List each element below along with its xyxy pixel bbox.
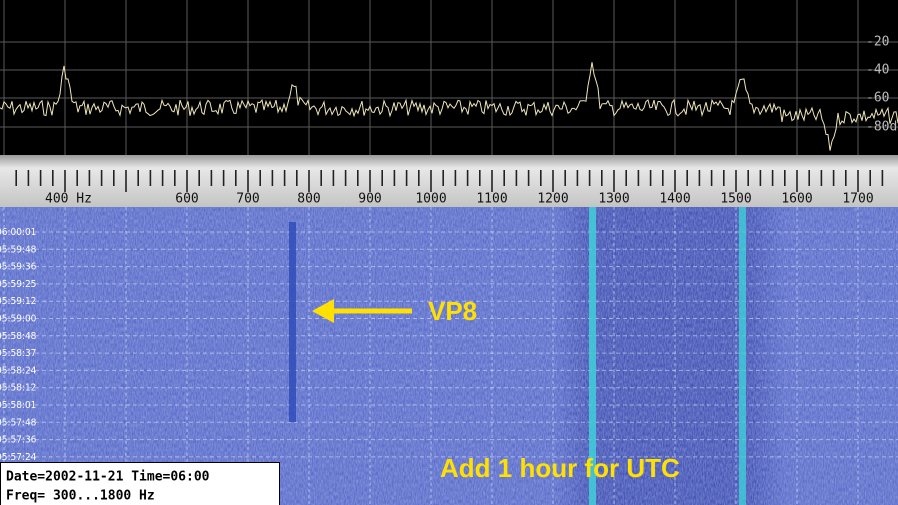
time-label: 05:59:36: [0, 262, 37, 273]
signal-trace-vp8: [289, 222, 296, 422]
time-label: 05:58:24: [0, 365, 37, 376]
arrow-head: [312, 299, 334, 323]
scale-label: 700: [236, 192, 259, 207]
signal-trace: [589, 207, 596, 505]
waterfall-noise: [0, 207, 898, 505]
spectrum-trace: [0, 62, 898, 151]
signal-trace: [739, 207, 746, 505]
scale-label: 800: [297, 192, 320, 207]
annotation-label: VP8: [428, 296, 477, 326]
scale-label: 1000: [415, 192, 446, 207]
time-label: 05:57:48: [0, 417, 37, 428]
scale-label: 900: [358, 192, 381, 207]
time-label: 05:58:12: [0, 383, 36, 394]
time-label: 05:57:24: [0, 452, 37, 463]
annotation-note: Add 1 hour for UTC: [440, 453, 680, 483]
time-label: 05:57:36: [0, 435, 37, 446]
time-label: 05:59:48: [0, 244, 37, 255]
spectrum-panel: [0, 0, 898, 155]
time-label: 05:59:12: [0, 296, 36, 307]
db-label: -60: [866, 91, 889, 106]
scale-label: 1100: [476, 192, 507, 207]
time-label: 05:58:48: [0, 331, 37, 342]
time-label: 05:58:01: [0, 400, 36, 411]
time-label: 05:59:25: [0, 279, 36, 290]
scale-label: 1300: [598, 192, 629, 207]
frequency-scale: [0, 155, 898, 207]
time-label: 05:58:37: [0, 348, 36, 359]
db-label: -40: [866, 63, 889, 78]
scale-label: 1500: [720, 192, 751, 207]
scale-label: 1200: [537, 192, 568, 207]
scale-label: 1700: [842, 192, 873, 207]
scale-label: 400 Hz: [45, 192, 92, 207]
info-date: Date=2002-11-21 Time=06:00: [6, 470, 210, 485]
info-freq: Freq= 300...1800 Hz: [6, 489, 155, 504]
scale-label: 1400: [659, 192, 690, 207]
time-label: 05:59:00: [0, 314, 37, 325]
time-label: 06:00:01: [0, 227, 36, 238]
info-box: [0, 462, 280, 505]
db-label: -80dB: [866, 120, 898, 135]
scale-label: 600: [175, 192, 198, 207]
db-label: -20: [866, 35, 889, 50]
scale-label: 1600: [781, 192, 812, 207]
